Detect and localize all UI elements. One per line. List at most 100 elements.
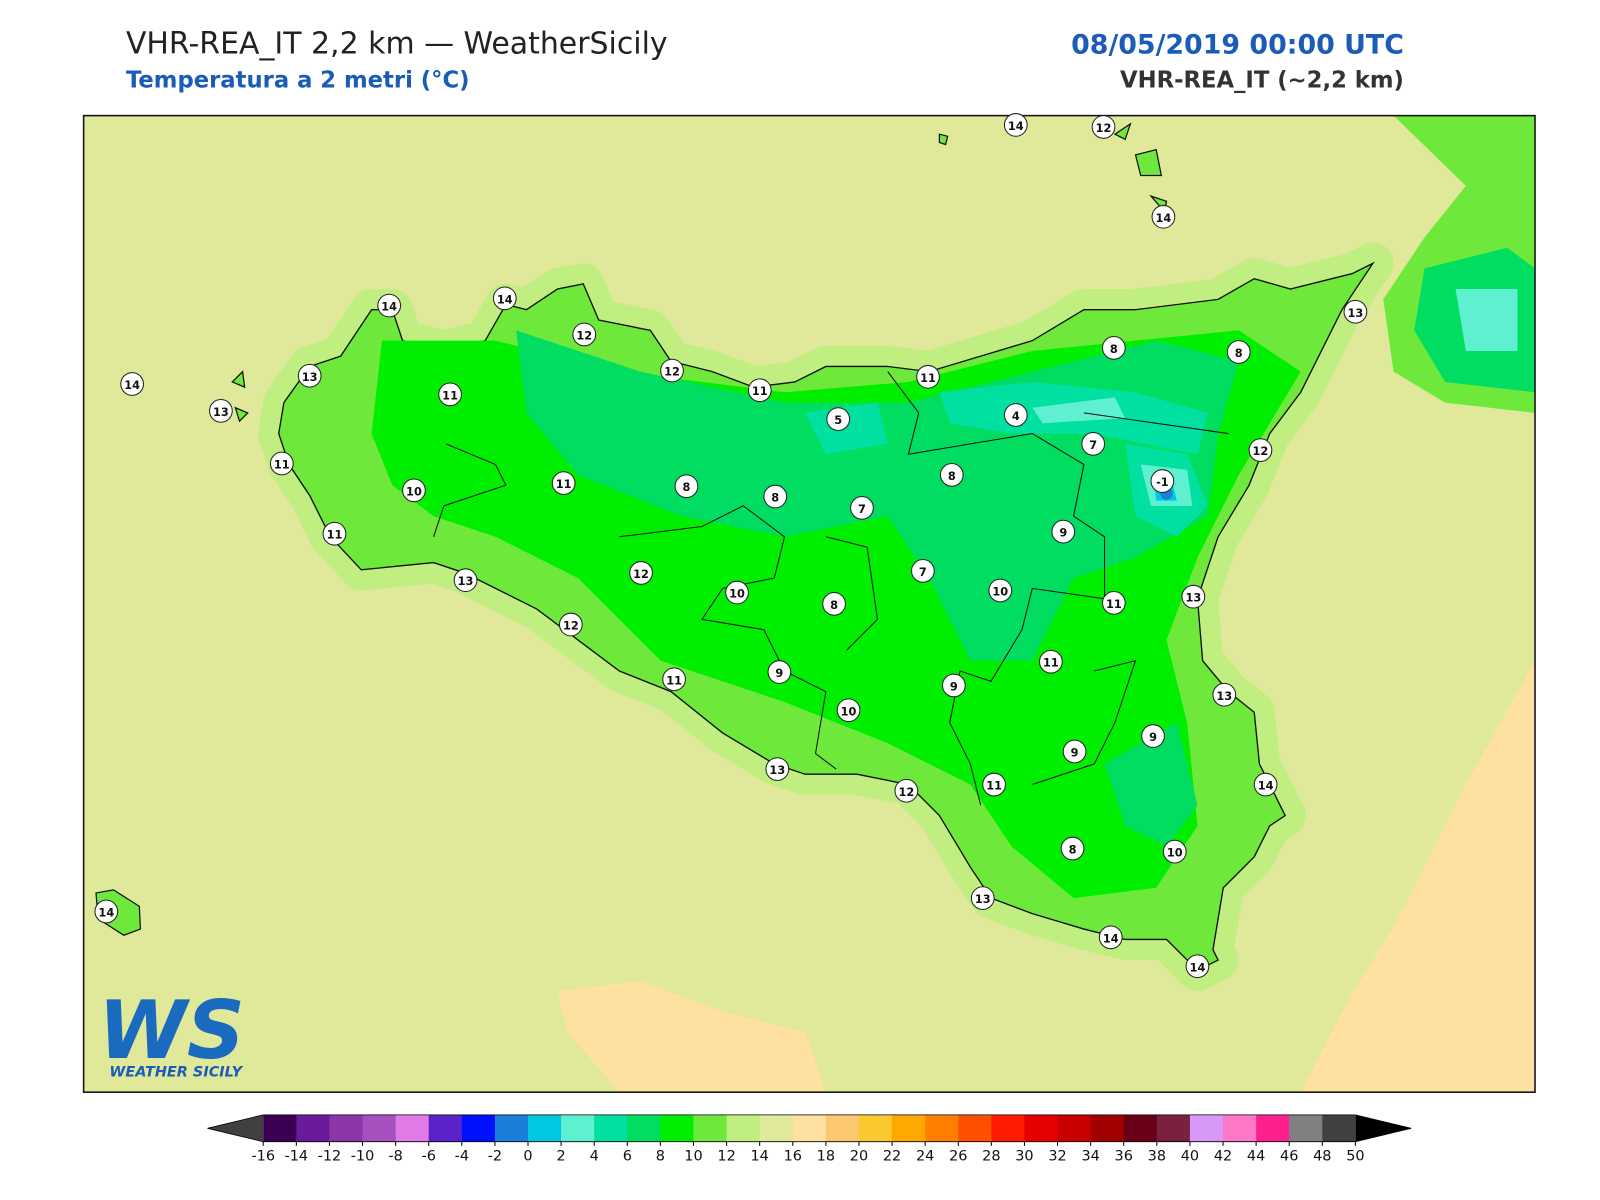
colorbar-segment xyxy=(1256,1114,1290,1142)
station-value: 9 xyxy=(1149,730,1157,744)
station-marker xyxy=(763,484,788,509)
colorbar-tick-label: 20 xyxy=(850,1148,868,1164)
station-marker xyxy=(988,578,1013,603)
station-marker xyxy=(916,364,940,389)
colorbar-segment xyxy=(561,1114,595,1142)
station-value: 14 xyxy=(98,906,114,920)
station-value: 12 xyxy=(633,567,649,581)
station-value: 9 xyxy=(1059,526,1067,540)
station: 9 xyxy=(1141,724,1165,748)
station-marker xyxy=(1343,299,1368,324)
station-marker xyxy=(765,757,790,781)
station-value: 10 xyxy=(841,704,857,718)
station-marker xyxy=(1051,519,1076,544)
colorbar-segment xyxy=(627,1114,661,1142)
station: 14 xyxy=(1185,954,1210,979)
station-value: 13 xyxy=(975,892,991,906)
station-value: 11 xyxy=(442,388,458,402)
station: 7 xyxy=(1081,432,1106,456)
station-value: 7 xyxy=(919,565,927,579)
colorbar-segment xyxy=(660,1114,695,1142)
station-marker xyxy=(1253,772,1278,797)
station-value: 8 xyxy=(948,469,956,483)
station-marker xyxy=(297,363,322,388)
station-value: 13 xyxy=(213,405,229,419)
colorbar-tick-label: 8 xyxy=(656,1148,665,1164)
station-value: 8 xyxy=(1069,843,1077,857)
colorbar-tick-label: 4 xyxy=(590,1148,599,1164)
colorbar-segment xyxy=(395,1114,430,1142)
colorbar-segment xyxy=(362,1114,397,1142)
colorbar-tick-label: 22 xyxy=(883,1148,901,1164)
station: 11 xyxy=(747,378,772,403)
temp-area-6 xyxy=(805,381,1208,537)
colorbar-tick-label: 14 xyxy=(750,1148,768,1164)
station: 13 xyxy=(970,886,995,910)
station-marker xyxy=(894,778,919,803)
station-value: -1 xyxy=(1156,475,1169,489)
station-marker xyxy=(911,558,935,583)
station: 11 xyxy=(662,667,686,692)
station: 9 xyxy=(1062,739,1087,764)
station-marker xyxy=(1062,739,1087,764)
colorbar-tick-label: 38 xyxy=(1148,1148,1166,1164)
station-marker xyxy=(725,580,749,605)
station-marker xyxy=(1181,584,1206,609)
colorbar-tick-label: 26 xyxy=(949,1148,967,1164)
station: 12 xyxy=(572,322,597,347)
station-marker xyxy=(1081,432,1106,456)
station-marker xyxy=(120,372,145,396)
colorbar-tick-label: 2 xyxy=(557,1148,566,1164)
station-value: 8 xyxy=(1110,342,1118,356)
station-marker xyxy=(836,698,861,723)
colorbar-segment xyxy=(1090,1114,1125,1142)
station-marker xyxy=(629,561,653,585)
station-value: 13 xyxy=(1185,591,1201,605)
station-value: 9 xyxy=(1071,746,1079,760)
station: 10 xyxy=(402,478,426,503)
station-value: 10 xyxy=(406,484,422,498)
colorbar-segment xyxy=(1223,1114,1257,1142)
colorbar-segment xyxy=(1024,1114,1059,1142)
station-value: 14 xyxy=(497,292,513,306)
station-value: 11 xyxy=(666,673,682,687)
colorbar-tick-label: 28 xyxy=(982,1148,1000,1164)
station: 8 xyxy=(674,474,699,499)
colorbar-tick-label: 44 xyxy=(1247,1148,1265,1164)
station: 7 xyxy=(911,558,935,583)
colorbar-tick-label: 0 xyxy=(523,1148,532,1164)
station-marker xyxy=(1098,925,1123,950)
colorbar-tick-label: -12 xyxy=(318,1148,342,1164)
station-marker xyxy=(674,474,699,499)
station: 11 xyxy=(982,772,1006,797)
warm-area xyxy=(557,980,826,1093)
station-value: 12 xyxy=(1253,444,1269,458)
station: 14 xyxy=(1098,925,1123,950)
station-marker xyxy=(662,667,686,692)
colorbar-segment xyxy=(1123,1114,1158,1142)
station: 12 xyxy=(558,612,583,637)
station: 14 xyxy=(377,293,402,318)
colorbar-tick-label: -10 xyxy=(351,1148,375,1164)
colorbar-tick-label: -14 xyxy=(285,1148,309,1164)
station-marker xyxy=(982,772,1006,797)
station-value: 12 xyxy=(576,328,592,342)
model-label: VHR-REA_IT (~2,2 km) xyxy=(1120,68,1404,94)
station-marker xyxy=(970,886,995,910)
station: 12 xyxy=(894,778,919,803)
colorbar-segment xyxy=(263,1114,297,1142)
station: 13 xyxy=(1343,299,1368,324)
colorbar-segment xyxy=(1156,1114,1191,1142)
station: 8 xyxy=(763,484,788,509)
station: 9 xyxy=(767,660,792,684)
colorbar-segment xyxy=(528,1114,562,1142)
station-value: 14 xyxy=(1103,931,1119,945)
station-marker xyxy=(850,496,874,520)
station-marker xyxy=(492,286,517,311)
colorbar-tick-label: -4 xyxy=(455,1148,469,1164)
station-value: 8 xyxy=(830,598,838,612)
station-value: 14 xyxy=(1156,211,1172,225)
colorbar-tick-label: 12 xyxy=(717,1148,735,1164)
colorbar-tick-label: 40 xyxy=(1181,1148,1199,1164)
